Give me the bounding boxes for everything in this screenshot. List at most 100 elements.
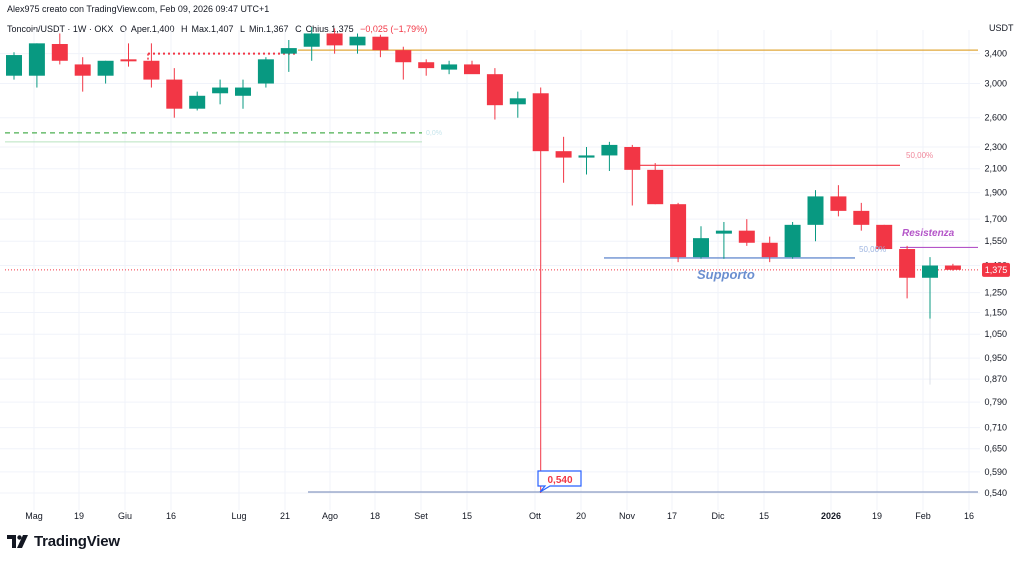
price-tick-label: 0,590 [984,467,1007,477]
candle-body [486,74,503,106]
candle-body [28,43,45,76]
candle-body [578,155,595,158]
candle-body [693,238,709,258]
time-tick-label: Dic [712,511,725,521]
candle-body [280,48,297,54]
candle-body [464,64,480,75]
time-tick-label: 2026 [821,511,841,521]
last-price-label: 1,375 [985,265,1008,275]
price-tick-label: 0,950 [984,353,1007,363]
price-tick-label: 1,250 [984,288,1007,298]
price-axis-unit: USDT [989,23,1014,33]
candle-body [899,249,916,278]
candle-body [418,62,435,69]
open-value: Aper.1,400 [130,24,175,34]
chart-author-header: Alex975 creato con TradingView.com, Feb … [7,4,270,14]
price-tick-label: 1,050 [984,329,1007,339]
candle-body [853,210,870,225]
time-tick-label: Mag [25,511,43,521]
fib-0-label: 0,0% [426,130,442,137]
candle-body [349,36,366,46]
time-tick-label: Set [414,511,428,521]
fib-50-label: 50,00% [906,151,933,160]
tradingview-brand[interactable]: TradingView [7,533,120,550]
support-label: Supporto [697,267,755,282]
candle-body [326,33,343,46]
close-value: Chius.1,375 [305,24,354,34]
low-marker-callout [537,470,582,493]
candle-body [807,196,824,225]
candle-body [372,36,389,51]
price-tick-label: 3,400 [984,49,1007,59]
time-tick-label: Ago [322,511,338,521]
time-tick-label: 20 [576,511,586,521]
time-tick-label: 15 [759,511,769,521]
low-label: L [240,24,246,34]
candle-body [189,95,206,109]
candle-body [738,230,755,243]
candle-body [876,224,893,250]
last-price-badge [982,262,1010,277]
time-tick-label: 16 [166,511,176,521]
time-tick-label: 19 [872,511,882,521]
candle-body [143,60,160,80]
low-value: Min.1,367 [249,24,289,34]
price-tick-label: 0,870 [984,374,1007,384]
time-tick-label: 18 [370,511,380,521]
time-tick-label: Lug [231,511,246,521]
price-tick-label: 1,150 [984,307,1007,317]
price-tick-label: 3,000 [984,79,1007,89]
close-label: C [295,24,302,34]
time-tick-label: 17 [667,511,677,521]
candle-body [74,64,91,76]
price-tick-label: 2,300 [984,142,1007,152]
time-tick-label: Ott [529,511,542,521]
candle-body [212,87,229,94]
change-value: −0,025 (−1,79%) [360,24,428,34]
candle-body [303,33,320,47]
time-tick-label: 16 [964,511,974,521]
candle-body [830,196,847,211]
candle-body [922,265,938,278]
price-tick-label: 2,100 [984,164,1007,174]
high-value: Max.1,407 [191,24,234,34]
time-tick-label: Nov [619,511,636,521]
candle-body [784,224,801,258]
price-tick-label: 0,540 [984,488,1007,498]
candle-body [97,60,114,76]
candle-body [235,87,251,96]
symbol-name[interactable]: Toncoin/USDT · 1W · OKX [7,24,114,34]
symbol-legend: Toncoin/USDT · 1W · OKX O Aper.1,400 H Max… [7,24,431,34]
price-tick-label: 0,650 [984,444,1007,454]
tradingview-logo-icon [7,535,28,548]
candle-body [944,265,961,270]
price-tick-label: 2,600 [984,113,1007,123]
candlestick-chart[interactable]: 3,400 3,000 2,600 2,300 2,100 1,900 1,700 1,550… [0,0,1024,530]
price-tick-label: 0,790 [984,397,1007,407]
time-tick-label: 19 [74,511,84,521]
candle-body [51,44,68,61]
candle-body [532,93,549,152]
candle-body [670,204,687,258]
candle-body [555,151,572,158]
time-tick-label: 21 [280,511,290,521]
price-tick-label: 1,550 [984,236,1007,246]
candle-body [624,146,641,170]
high-label: H [180,24,188,34]
candle-body [257,59,274,84]
fib-50-label-secondary: 50,00% [859,245,886,254]
candle-body [761,242,778,258]
candle-body [166,79,183,109]
brand-name: TradingView [34,533,120,550]
candle-body [647,169,664,205]
price-tick-label: 0,710 [984,423,1007,433]
candle-body [715,230,732,234]
open-label: O [119,24,127,34]
candle-body [6,55,22,76]
time-tick-label: Giu [118,511,132,521]
candle-body [601,144,618,156]
candle-body [509,98,526,105]
time-tick-label: Feb [915,511,931,521]
candle-body [441,64,458,70]
candle-body [395,50,412,63]
